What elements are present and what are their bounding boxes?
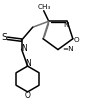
Text: N: N <box>25 59 31 68</box>
Text: O: O <box>74 37 79 43</box>
Text: N: N <box>63 22 69 28</box>
Text: CH₃: CH₃ <box>37 4 51 10</box>
Text: N: N <box>21 44 27 53</box>
Text: O: O <box>25 91 31 100</box>
Text: =N: =N <box>62 46 74 52</box>
Text: S: S <box>2 33 7 42</box>
